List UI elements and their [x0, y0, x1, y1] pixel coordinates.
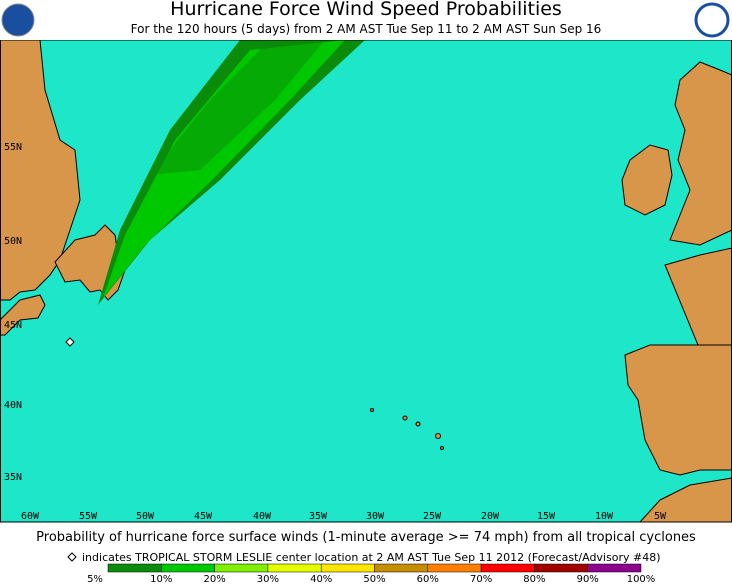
scale-swatch — [214, 563, 269, 573]
scale-swatch — [267, 563, 322, 573]
azores — [370, 408, 444, 450]
scale-label: 60% — [417, 574, 439, 584]
scale-swatch — [374, 563, 429, 573]
swath-inner — [150, 40, 325, 175]
nws-logo — [694, 2, 730, 38]
land-canada — [0, 39, 81, 336]
scale-label: 100% — [627, 574, 656, 584]
scale-label: 40% — [310, 574, 332, 584]
lat-label: 45N — [4, 320, 22, 331]
title: Hurricane Force Wind Speed Probabilities — [170, 0, 562, 20]
lon-label: 20W — [481, 511, 500, 522]
land-iberia — [624, 344, 732, 476]
storm-marker — [65, 337, 75, 347]
lat-label: 40N — [4, 400, 22, 411]
lon-label: 60W — [21, 511, 40, 522]
scale-label: 5% — [87, 574, 103, 584]
lat-label: 55N — [4, 142, 22, 153]
lon-label: 55W — [79, 511, 98, 522]
scale-swatch — [427, 563, 482, 573]
land-britain — [669, 61, 732, 246]
scale-label: 50% — [363, 574, 385, 584]
header-bg — [0, 0, 732, 40]
swath-10 — [103, 40, 345, 298]
ocean — [0, 40, 732, 522]
scale-swatch — [107, 563, 162, 573]
scale-swatch — [534, 563, 588, 573]
scale-label: 30% — [257, 574, 279, 584]
storm-key — [67, 552, 77, 562]
lon-label: 30W — [366, 511, 385, 522]
scale-swatch — [161, 563, 215, 573]
lat-label: 50N — [4, 236, 22, 247]
lat-labels: 55N 50N 45N 40N 35N — [4, 142, 22, 483]
scale-label: 10% — [150, 574, 172, 584]
scale-label: 70% — [470, 574, 492, 584]
land-france — [664, 247, 732, 351]
lon-label: 15W — [537, 511, 556, 522]
map — [0, 39, 732, 523]
lon-label: 25W — [423, 511, 442, 522]
scale-label: 90% — [577, 574, 599, 584]
land-africa — [638, 477, 732, 523]
caption: Probability of hurricane force surface w… — [36, 530, 696, 545]
lon-label: 5W — [654, 511, 667, 522]
subtitle: For the 120 hours (5 days) from 2 AM AST… — [131, 22, 602, 36]
land-ireland — [621, 144, 673, 216]
scale-swatch — [587, 563, 642, 573]
lon-label: 40W — [253, 511, 272, 522]
lon-labels: 60W 55W 50W 45W 40W 35W 30W 25W 20W 15W 10W 5W — [21, 511, 667, 522]
lon-label: 10W — [595, 511, 614, 522]
lon-label: 45W — [194, 511, 213, 522]
lon-label: 35W — [309, 511, 328, 522]
scale-swatch — [320, 563, 375, 573]
color-scale: 5% 10% 20% 30% 40% 50% 60% 70% 80% 90% 100% — [87, 563, 656, 584]
lon-label: 50W — [136, 511, 155, 522]
noaa-logo — [1, 3, 35, 37]
storm-note: indicates TROPICAL STORM LESLIE center l… — [82, 551, 661, 564]
scale-label: 20% — [203, 574, 225, 584]
scale-label: 80% — [523, 574, 545, 584]
scale-swatch — [480, 563, 535, 573]
lat-label: 35N — [4, 472, 22, 483]
